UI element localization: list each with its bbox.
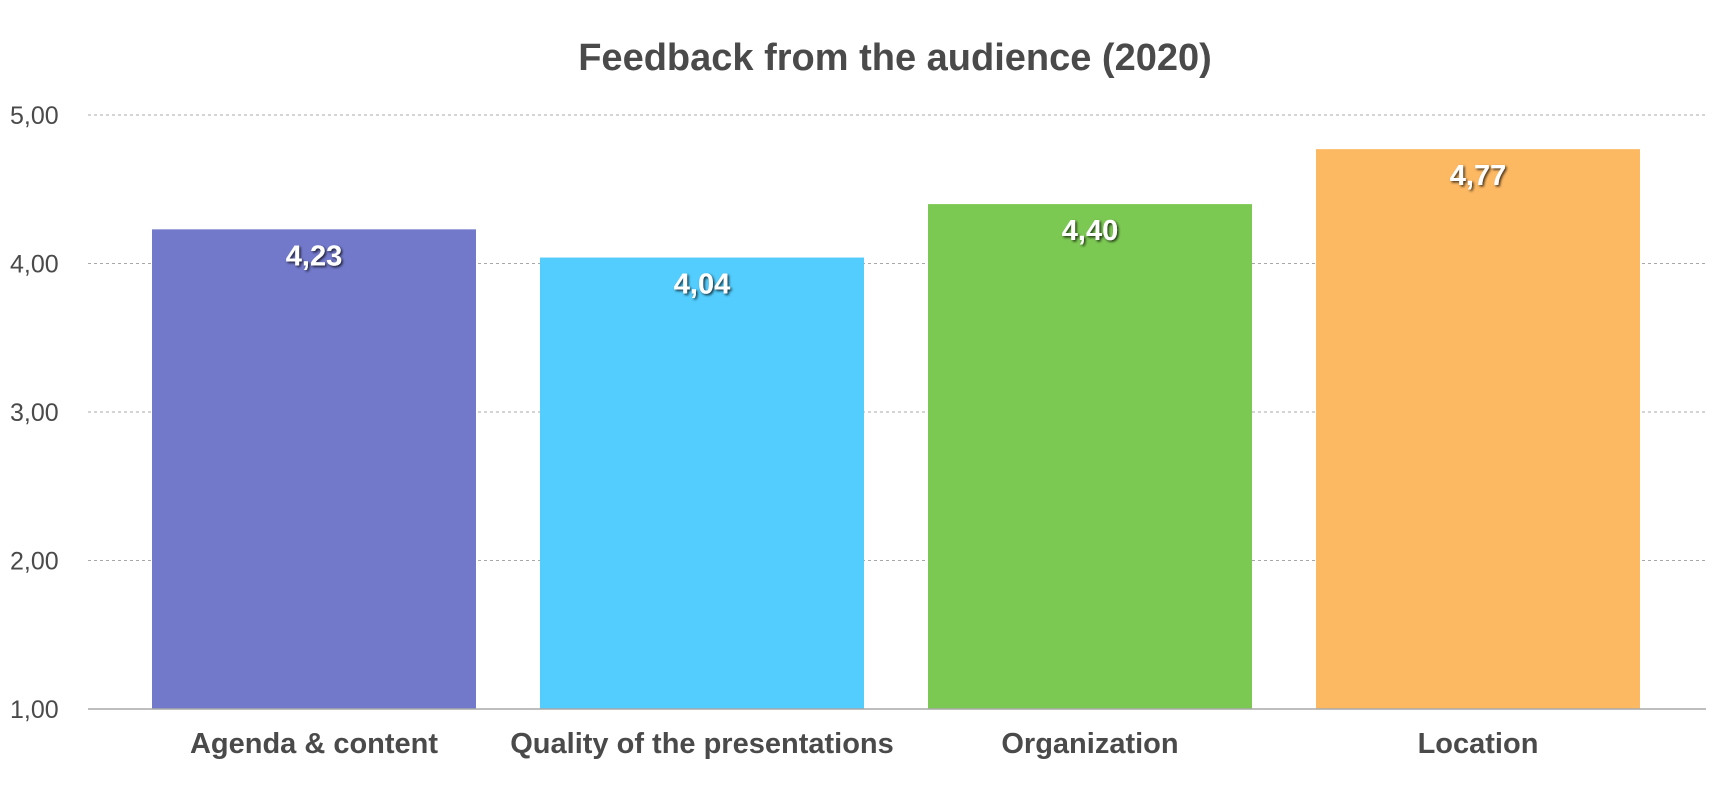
y-tick-label: 4,00 bbox=[10, 251, 59, 279]
category-label: Organization bbox=[1001, 728, 1178, 760]
chart-title: Feedback from the audience (2020) bbox=[578, 37, 1212, 79]
x-axis-category-labels: Agenda & content Quality of the presentat… bbox=[190, 728, 1538, 760]
data-label: 4,04 bbox=[674, 269, 730, 301]
data-label: 4,77 bbox=[1450, 160, 1506, 192]
y-tick-label: 1,00 bbox=[10, 696, 59, 724]
y-axis-tick-labels: 1,00 2,00 3,00 4,00 5,00 bbox=[10, 102, 59, 724]
category-label: Quality of the presentations bbox=[510, 728, 894, 760]
data-label: 4,40 bbox=[1062, 215, 1118, 247]
data-label: 4,23 bbox=[286, 240, 342, 272]
category-label: Location bbox=[1418, 728, 1539, 760]
y-tick-label: 3,00 bbox=[10, 399, 59, 427]
bars bbox=[152, 149, 1640, 709]
data-labels: 4,23 4,04 4,40 4,77 bbox=[286, 160, 1506, 300]
bar bbox=[152, 229, 476, 709]
bar bbox=[540, 257, 864, 709]
bar bbox=[1316, 149, 1640, 709]
y-tick-label: 5,00 bbox=[10, 102, 59, 130]
bar bbox=[928, 204, 1252, 709]
category-label: Agenda & content bbox=[190, 728, 438, 760]
y-tick-label: 2,00 bbox=[10, 548, 59, 576]
